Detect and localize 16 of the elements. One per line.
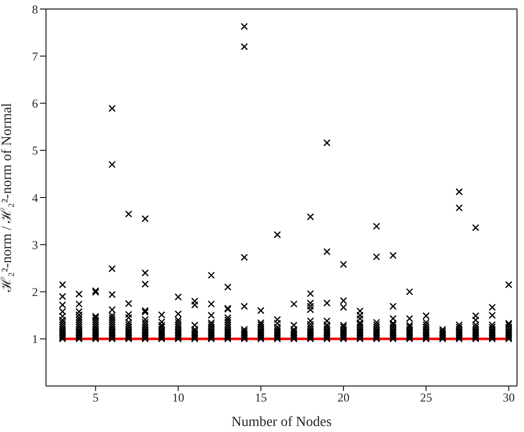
y-tick-label: 7 [32,49,38,64]
y-axis-title: ℋ₂²-norm / ℋ₂²-norm of Normal [0,102,15,293]
y-tick-label: 4 [32,190,38,205]
y-tick-label: 5 [32,144,38,158]
x-tick-label: 15 [254,390,267,405]
y-tick-label: 1 [32,332,38,346]
x-tick-label: 30 [502,390,515,405]
y-tick-label: 8 [32,2,38,16]
x-tick-label: 20 [337,390,350,405]
y-tick-label: 6 [32,96,38,111]
x-tick-label: 25 [420,390,432,405]
x-tick-label: 5 [92,390,99,405]
y-tick-label: 3 [32,238,38,252]
x-axis-title: Number of Nodes [231,415,332,430]
y-tick-label: 2 [32,285,38,300]
x-tick-label: 10 [172,390,184,405]
